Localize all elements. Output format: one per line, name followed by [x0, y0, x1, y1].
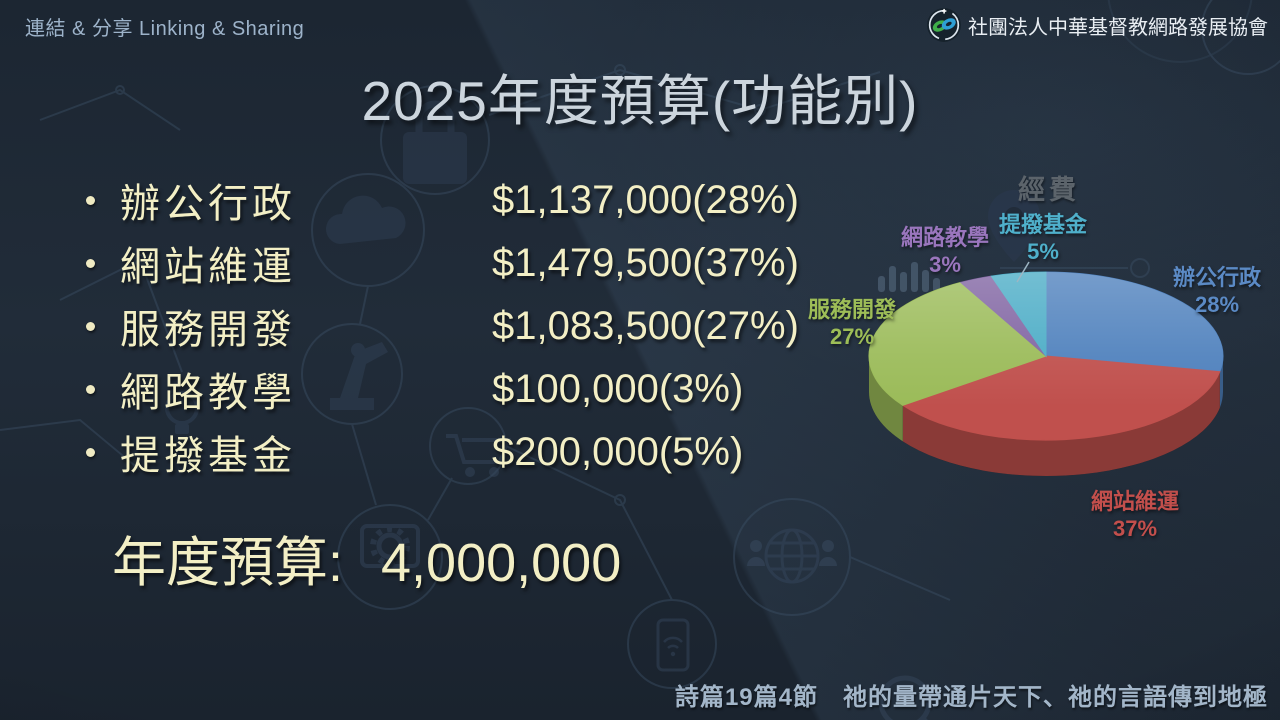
pie-label-pct: 5%: [1027, 239, 1059, 264]
pie-label-1: 網站維運 37%: [1070, 488, 1200, 542]
budget-item-label: 辦公行政: [120, 182, 296, 226]
pie-label-0: 辦公行政 28%: [1152, 264, 1280, 318]
pie-slice-side-1: [902, 371, 1220, 476]
cart-icon: [446, 434, 511, 477]
pie-label-name: 提撥基金: [998, 212, 1087, 237]
budget-item-amount: $1,083,500(27%): [492, 303, 799, 348]
pie-label-pct: 37%: [1112, 516, 1158, 541]
header-motto: 連結 & 分享 Linking & Sharing: [25, 18, 305, 40]
total-label: 年度預算:: [112, 533, 344, 593]
bullet-icon: [86, 195, 95, 205]
bullet-icon: [86, 321, 95, 331]
pie-label-name: 網路教學: [900, 225, 989, 250]
map-pin-icon: [988, 190, 1040, 262]
org-name: 社團法人中華基督教網路發展協會: [968, 16, 1268, 39]
budget-row: 服務開發 $1,083,500(27%): [86, 295, 896, 357]
cloud-icon: [325, 195, 406, 244]
budget-row: 提撥基金 $200,000(5%): [86, 421, 896, 483]
globe-users-icon: [747, 528, 837, 584]
bullet-icon: [86, 384, 95, 394]
pie-label-4: 提撥基金 5%: [983, 211, 1103, 265]
budget-item-label: 網路教學: [120, 371, 296, 415]
budget-row: 網站維運 $1,479,500(37%): [86, 232, 896, 294]
pie-label-pct: 3%: [929, 252, 961, 277]
budget-item-label: 服務開發: [120, 308, 296, 352]
bullet-icon: [86, 447, 95, 457]
budget-item-label: 網站維運: [120, 245, 296, 289]
budget-item-amount: $100,000(3%): [492, 366, 744, 411]
budget-item-label: 提撥基金: [120, 434, 296, 478]
org-badge: 社團法人中華基督教網路發展協會: [926, 7, 1268, 43]
total-line: 年度預算: 4,000,000: [112, 518, 621, 597]
network-lines: [0, 0, 1280, 689]
budget-item-amount: $1,479,500(37%): [492, 240, 799, 285]
lock-icon: [403, 100, 467, 184]
robot-arm-icon: [330, 342, 388, 410]
budget-row: 辦公行政 $1,137,000(28%): [86, 169, 896, 231]
budget-row: 網路教學 $100,000(3%): [86, 358, 896, 420]
chart-title: 經費: [1018, 175, 1080, 205]
pie-label-name: 網站維運: [1090, 489, 1179, 514]
bullet-icon: [86, 258, 95, 268]
pie-label-3: 網路教學 3%: [885, 224, 1005, 278]
page-title: 2025年度預算(功能別): [361, 70, 919, 132]
pie-leader-line: [1016, 261, 1030, 283]
verse-text: 詩篇19篇4節 祂的量帶通片天下、祂的言語傳到地極: [674, 684, 1268, 711]
phone-wifi-icon: [656, 618, 690, 672]
pie-label-2: 服務開發 27%: [791, 296, 913, 350]
pie-label-pct: 28%: [1194, 292, 1240, 317]
budget-item-amount: $1,137,000(28%): [492, 177, 799, 222]
lightbulb-icon: [165, 391, 199, 434]
total-value: 4,000,000: [381, 533, 622, 593]
pie-label-name: 服務開發: [807, 297, 896, 322]
pie-label-pct: 27%: [829, 324, 875, 349]
laptop-gear-icon: [360, 524, 420, 568]
magnifier-icon: [878, 675, 932, 720]
org-logo-icon: [927, 8, 961, 42]
pie-label-name: 辦公行政: [1172, 265, 1261, 290]
budget-item-amount: $200,000(5%): [492, 429, 744, 474]
